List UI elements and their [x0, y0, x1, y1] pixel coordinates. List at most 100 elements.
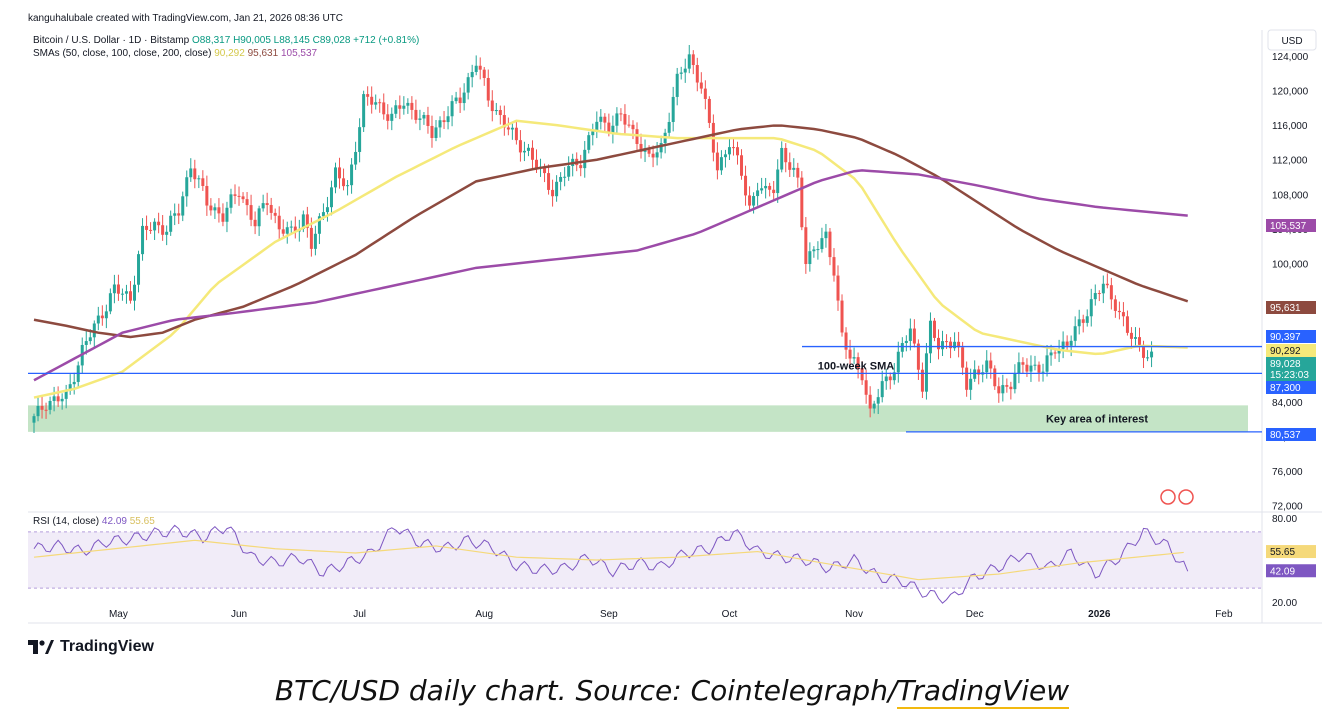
candle-body: [229, 194, 233, 208]
candle-body: [884, 376, 888, 382]
us-flag-icon[interactable]: [1160, 489, 1176, 505]
candle-body: [896, 351, 900, 373]
caption-link[interactable]: TradingView: [897, 674, 1070, 709]
candle-body: [764, 185, 768, 189]
candle-body: [390, 113, 394, 121]
candle-body: [112, 284, 116, 294]
candle-body: [659, 143, 663, 153]
symbol-name: Bitcoin / U.S. Dollar · 1D · Bitstamp: [33, 35, 190, 46]
time-tick-label: Dec: [966, 609, 984, 620]
us-flag-icon[interactable]: [1178, 489, 1194, 505]
price-tick-label: 108,000: [1272, 190, 1309, 201]
candle-body: [450, 101, 454, 117]
candle-body: [189, 168, 193, 178]
currency-label: USD: [1281, 36, 1302, 47]
candle-body: [173, 213, 177, 216]
price-tag: [1266, 381, 1316, 394]
candle-body: [551, 189, 555, 197]
candle-body: [932, 320, 936, 338]
sma50-line: [33, 119, 1188, 399]
candle-body: [631, 124, 635, 130]
candle-body: [490, 100, 494, 112]
candle-body: [430, 125, 434, 138]
candle-body: [137, 254, 141, 285]
candle-body: [908, 328, 912, 341]
rsi-line: [33, 524, 1189, 604]
candle-body: [1117, 310, 1121, 313]
candle-body: [731, 147, 735, 149]
candle-body: [36, 405, 40, 417]
candle-body: [161, 225, 165, 235]
candle-body: [949, 341, 953, 349]
candle-body: [1033, 364, 1037, 366]
candle-body: [997, 386, 1001, 394]
currency-box[interactable]: [1267, 29, 1317, 51]
candle-body: [426, 114, 430, 126]
candle-body: [876, 397, 880, 404]
candle-body: [928, 320, 932, 354]
time-tick-label: May: [109, 609, 128, 620]
candle-body: [836, 275, 840, 301]
candle-body: [924, 353, 928, 392]
price-tick-label: 100,000: [1272, 260, 1309, 271]
candle-body: [852, 357, 856, 359]
price-tag: [1266, 330, 1316, 343]
candle-body: [44, 409, 48, 411]
candle-body: [848, 349, 852, 359]
price-chart[interactable]: USD Key area of interest 100-week SMA 72…: [0, 0, 1344, 640]
candle-body: [1146, 357, 1150, 359]
candle-body: [100, 315, 104, 319]
candle-body: [466, 77, 470, 93]
candle-body: [362, 94, 366, 128]
price-tag: [1266, 344, 1316, 357]
candle-body: [1005, 385, 1009, 387]
candle-body: [892, 372, 896, 381]
candle-body: [84, 341, 88, 345]
candle-body: [1081, 319, 1085, 323]
candle-body: [128, 291, 132, 301]
candle-body: [591, 131, 595, 136]
candle-body: [354, 151, 358, 165]
price-tag-label: 90,292: [1270, 346, 1301, 357]
candle-body: [587, 135, 591, 150]
symbol-legend[interactable]: Bitcoin / U.S. Dollar · 1D · Bitstamp O8…: [33, 35, 419, 46]
candle-body: [406, 102, 410, 106]
candle-body: [402, 105, 406, 109]
rsi-value: 42.09: [101, 516, 127, 527]
candle-body: [1017, 362, 1021, 374]
candle-body: [1125, 316, 1129, 333]
candle-body: [824, 231, 828, 239]
candle-body: [555, 181, 559, 197]
candle-body: [1045, 355, 1049, 372]
candle-body: [104, 311, 108, 319]
sma-legend[interactable]: SMAs (50, close, 100, close, 200, close)…: [33, 48, 317, 59]
candle-body: [860, 368, 864, 381]
candle-body: [912, 328, 916, 344]
candle-body: [828, 231, 832, 258]
tradingview-logo[interactable]: TradingView: [28, 638, 154, 656]
candle-body: [804, 227, 808, 265]
candle-body: [422, 114, 426, 119]
candle-body: [1025, 364, 1029, 372]
candle-body: [784, 147, 788, 163]
candle-body: [342, 178, 346, 187]
rsi-tag: [1266, 564, 1316, 578]
candle-body: [510, 127, 514, 130]
candle-body: [953, 341, 957, 349]
caption-text: BTC/USD daily chart. Source: Cointelegra…: [274, 674, 898, 707]
price-tag: [1266, 428, 1316, 441]
rsi-legend[interactable]: RSI (14, close) 42.09 55.65: [33, 516, 155, 527]
candle-body: [92, 323, 96, 338]
candle-body: [358, 127, 362, 152]
candle-body: [535, 159, 538, 169]
candle-body: [526, 147, 530, 151]
rsi-ma-tag-label: 55.65: [1270, 547, 1295, 558]
candle-body: [888, 376, 892, 381]
candle-body: [1138, 337, 1141, 345]
candle-body: [374, 102, 378, 105]
key-area-zone: [28, 405, 1248, 432]
candle-body: [792, 167, 796, 170]
rsi-ma-value: 55.65: [129, 516, 155, 527]
candle-body: [559, 176, 563, 182]
candle-body: [1053, 352, 1057, 354]
